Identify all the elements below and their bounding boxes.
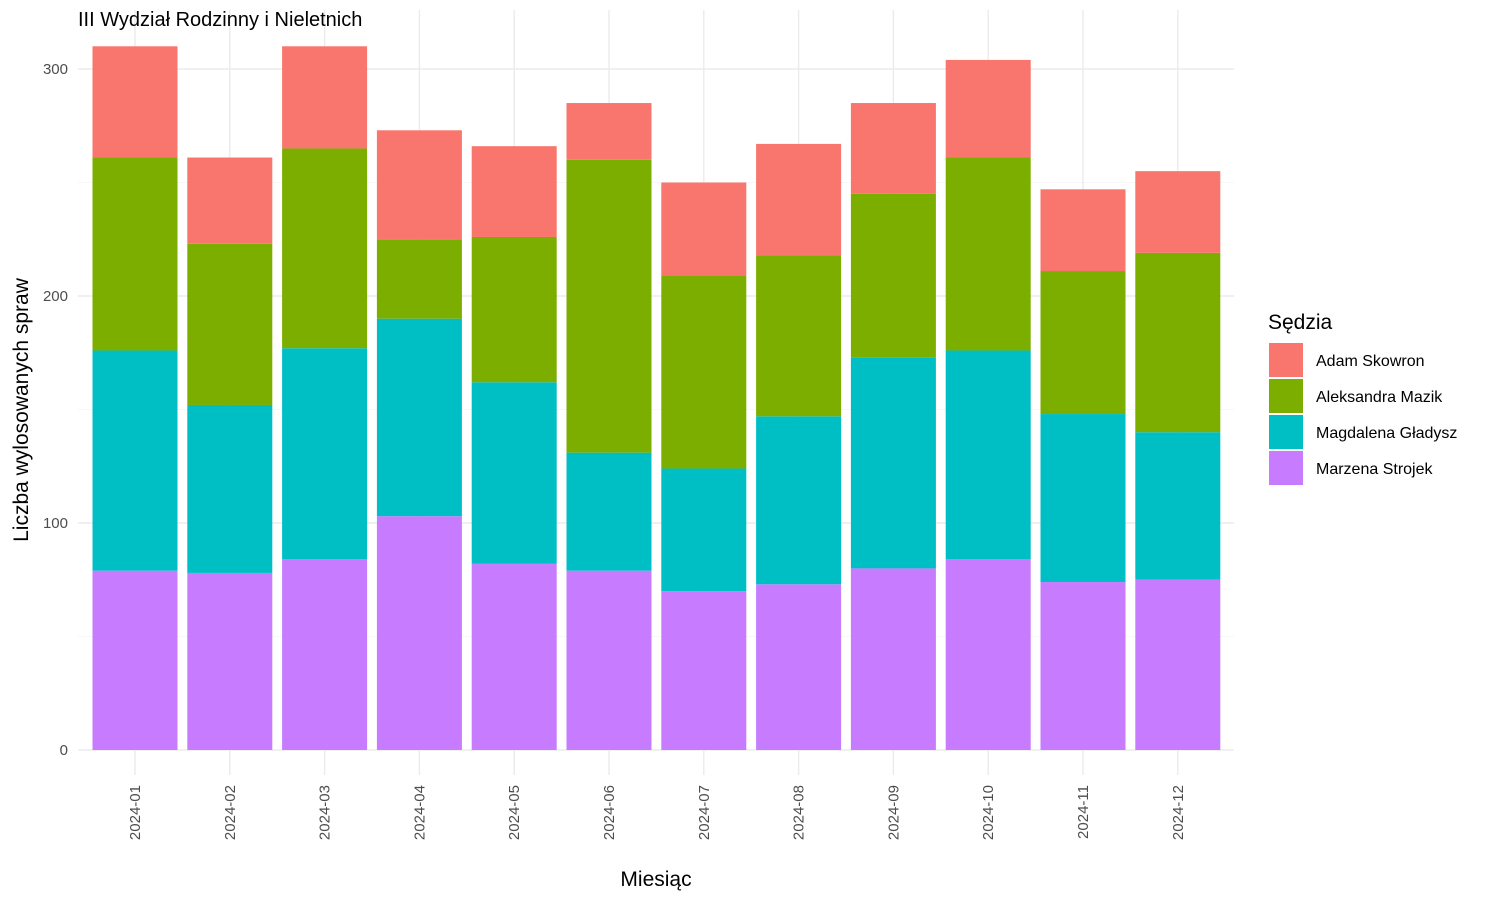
bar-segment [850,568,936,750]
bar-segment [1040,414,1126,583]
x-tick-label: 2024-08 [791,785,808,840]
bar-segment [471,146,557,237]
legend-swatch [1269,343,1303,377]
bar-segment [661,275,747,469]
bar-segment [187,404,273,573]
bar-segment [661,468,747,592]
bar-segment [566,570,652,750]
bar-segment [566,159,652,453]
bar-segment [566,103,652,160]
bar-segment [187,157,273,244]
bar-segment [1135,432,1221,580]
x-tick-label: 2024-04 [411,785,428,840]
bar-segment [661,591,747,750]
y-axis-tick-labels: 0 100 200 300 [43,61,68,759]
bar-segment [92,157,178,351]
x-tick-label: 2024-09 [885,785,902,840]
bar-segment [1135,252,1221,433]
bar-segment [945,350,1031,560]
bar-segment [945,157,1031,351]
x-tick-label: 2024-06 [601,785,618,840]
bar-segment [1135,579,1221,750]
legend-swatch [1269,379,1303,413]
legend-label: Aleksandra Mazik [1316,389,1443,406]
x-tick-label: 2024-05 [506,785,523,840]
bar-segment [282,148,368,349]
bar-segment [1040,582,1126,750]
bar-segment [945,59,1031,158]
bars [92,46,1221,750]
y-tick-label: 300 [43,61,68,78]
x-tick-label: 2024-07 [696,785,713,840]
y-tick-label: 200 [43,288,68,305]
x-tick-label: 2024-11 [1075,785,1092,839]
bar-segment [1135,171,1221,253]
bar-segment [945,559,1031,750]
bar-segment [282,46,368,149]
y-tick-label: 100 [43,515,68,532]
bar-segment [850,103,936,194]
legend-label: Magdalena Gładysz [1316,425,1457,442]
bar-segment [756,255,842,417]
x-axis-tick-labels: 2024-01 2024-02 2024-03 2024-04 2024-05 2024-… [127,785,1187,840]
legend-swatch [1269,415,1303,449]
legend: Sędzia Adam Skowron Aleksandra Mazik Magda… [1268,311,1457,485]
legend-items: Adam Skowron Aleksandra Mazik Magdalena Gł… [1269,343,1457,485]
bar-segment [282,348,368,560]
bar-segment [566,452,652,571]
bar-segment [471,563,557,750]
bar-segment [850,357,936,569]
x-axis-title: Miesiąc [620,868,691,891]
y-tick-label: 0 [60,742,68,759]
bar-segment [92,46,178,158]
legend-label: Marzena Strojek [1316,461,1433,478]
bar-segment [1040,271,1126,415]
x-tick-label: 2024-10 [980,785,997,840]
bar-segment [471,236,557,383]
legend-title: Sędzia [1268,311,1333,334]
legend-swatch [1269,451,1303,485]
bar-segment [282,559,368,750]
bar-segment [376,318,462,517]
x-tick-label: 2024-01 [127,785,144,840]
bar-segment [187,572,273,750]
bar-segment [756,584,842,750]
bar-segment [187,243,273,405]
bar-segment [92,350,178,571]
bar-segment [376,516,462,750]
bar-segment [92,570,178,750]
chart-title: III Wydział Rodzinny i Nieletnich [78,9,362,31]
bar-segment [376,130,462,240]
bar-segment [376,239,462,319]
bar-segment [756,416,842,585]
bar-segment [471,382,557,564]
bar-segment [1040,189,1126,272]
x-tick-label: 2024-12 [1170,785,1187,840]
bar-segment [850,193,936,358]
bar-segment [756,143,842,256]
bar-segment [661,182,747,276]
x-tick-label: 2024-02 [222,785,239,840]
y-axis-title: Liczba wylosowanych spraw [10,277,33,542]
x-tick-label: 2024-03 [317,785,334,840]
legend-label: Adam Skowron [1316,353,1425,370]
